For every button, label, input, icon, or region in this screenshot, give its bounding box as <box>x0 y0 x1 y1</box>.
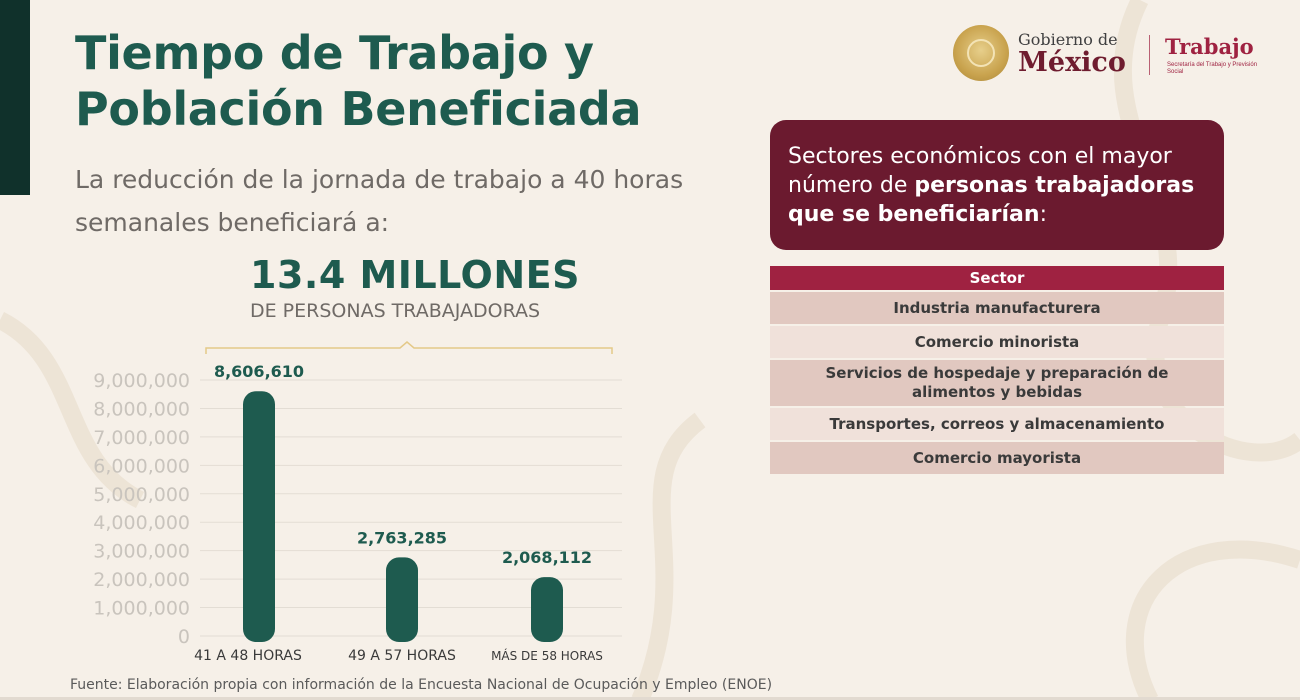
x-category-label: 49 A 57 HORAS <box>348 648 456 664</box>
bar <box>386 557 418 642</box>
y-tick-label: 2,000,000 <box>93 569 190 591</box>
y-tick-label: 8,000,000 <box>93 398 190 420</box>
sector-table: Sector Industria manufacturera Comercio … <box>770 264 1224 476</box>
table-row: Comercio mayorista <box>770 442 1224 474</box>
sectors-intro-end: : <box>1039 202 1047 227</box>
y-tick-label: 7,000,000 <box>93 427 190 449</box>
bar-value-label: 8,606,610 <box>214 362 304 381</box>
sector-cell: Comercio minorista <box>770 326 1224 358</box>
source-note: Fuente: Elaboración propia con informaci… <box>70 677 773 693</box>
y-tick-label: 4,000,000 <box>93 512 190 534</box>
title-line-1: Tiempo de Trabajo y <box>75 26 594 80</box>
sector-cell: Industria manufacturera <box>770 292 1224 324</box>
logo-gobierno-text: Gobierno de <box>1018 30 1118 49</box>
sector-table-header: Sector <box>770 266 1224 290</box>
left-accent-bar <box>0 0 30 195</box>
table-row: Industria manufacturera <box>770 292 1224 324</box>
y-tick-label: 6,000,000 <box>93 455 190 477</box>
subtitle: La reducción de la jornada de trabajo a … <box>75 165 684 237</box>
sectors-intro-plain: Sectores económicos con el mayor número … <box>788 144 1172 198</box>
sector-cell: Servicios de hospedaje y preparación de … <box>770 360 1224 406</box>
chart-bracket <box>205 341 613 354</box>
total-beneficiaries: 13.4 MILLONES <box>250 253 580 297</box>
y-tick-label: 1,000,000 <box>93 598 190 620</box>
logo-dependencia-text: Trabajo <box>1165 34 1254 59</box>
y-tick-label: 5,000,000 <box>93 484 190 506</box>
x-category-label: MÁS DE 58 HORAS <box>491 648 603 663</box>
logo-dependencia-subtext: Secretaría del Trabajo y Previsión Socia… <box>1167 62 1258 75</box>
sector-cell: Comercio mayorista <box>770 442 1224 474</box>
title-line-2: Población Beneficiada <box>75 82 642 136</box>
bar-value-label: 2,068,112 <box>502 548 592 567</box>
sectors-intro-box: Sectores económicos con el mayor número … <box>770 120 1224 250</box>
bar <box>243 391 275 642</box>
table-row: Comercio minorista <box>770 326 1224 358</box>
y-tick-label: 0 <box>178 626 190 648</box>
table-row: Transportes, correos y almacenamiento <box>770 408 1224 440</box>
sectors-intro-bold: personas trabajadoras que se beneficiarí… <box>788 173 1195 227</box>
logo-mexico-text: México <box>1018 47 1126 78</box>
government-logo: Gobierno de México Trabajo Secretaría de… <box>953 25 1263 85</box>
total-beneficiaries-caption: DE PERSONAS TRABAJADORAS <box>250 300 541 322</box>
national-seal-icon <box>953 25 1009 81</box>
sector-cell: Transportes, correos y almacenamiento <box>770 408 1224 440</box>
page-title: Tiempo de Trabajo y Población Beneficiad… <box>75 25 641 137</box>
logo-divider <box>1149 35 1150 75</box>
y-tick-label: 3,000,000 <box>93 541 190 563</box>
sector-table-header-row: Sector <box>770 266 1224 290</box>
table-row: Servicios de hospedaje y preparación de … <box>770 360 1224 406</box>
x-category-label: 41 A 48 HORAS <box>194 648 302 664</box>
y-tick-label: 9,000,000 <box>93 370 190 392</box>
bar-value-label: 2,763,285 <box>357 528 447 547</box>
beneficiaries-bar-chart: 0 1,000,000 2,000,000 3,000,000 4,000,000 5,0… <box>93 341 622 664</box>
bottom-rule <box>0 697 1300 700</box>
bar <box>531 577 563 642</box>
